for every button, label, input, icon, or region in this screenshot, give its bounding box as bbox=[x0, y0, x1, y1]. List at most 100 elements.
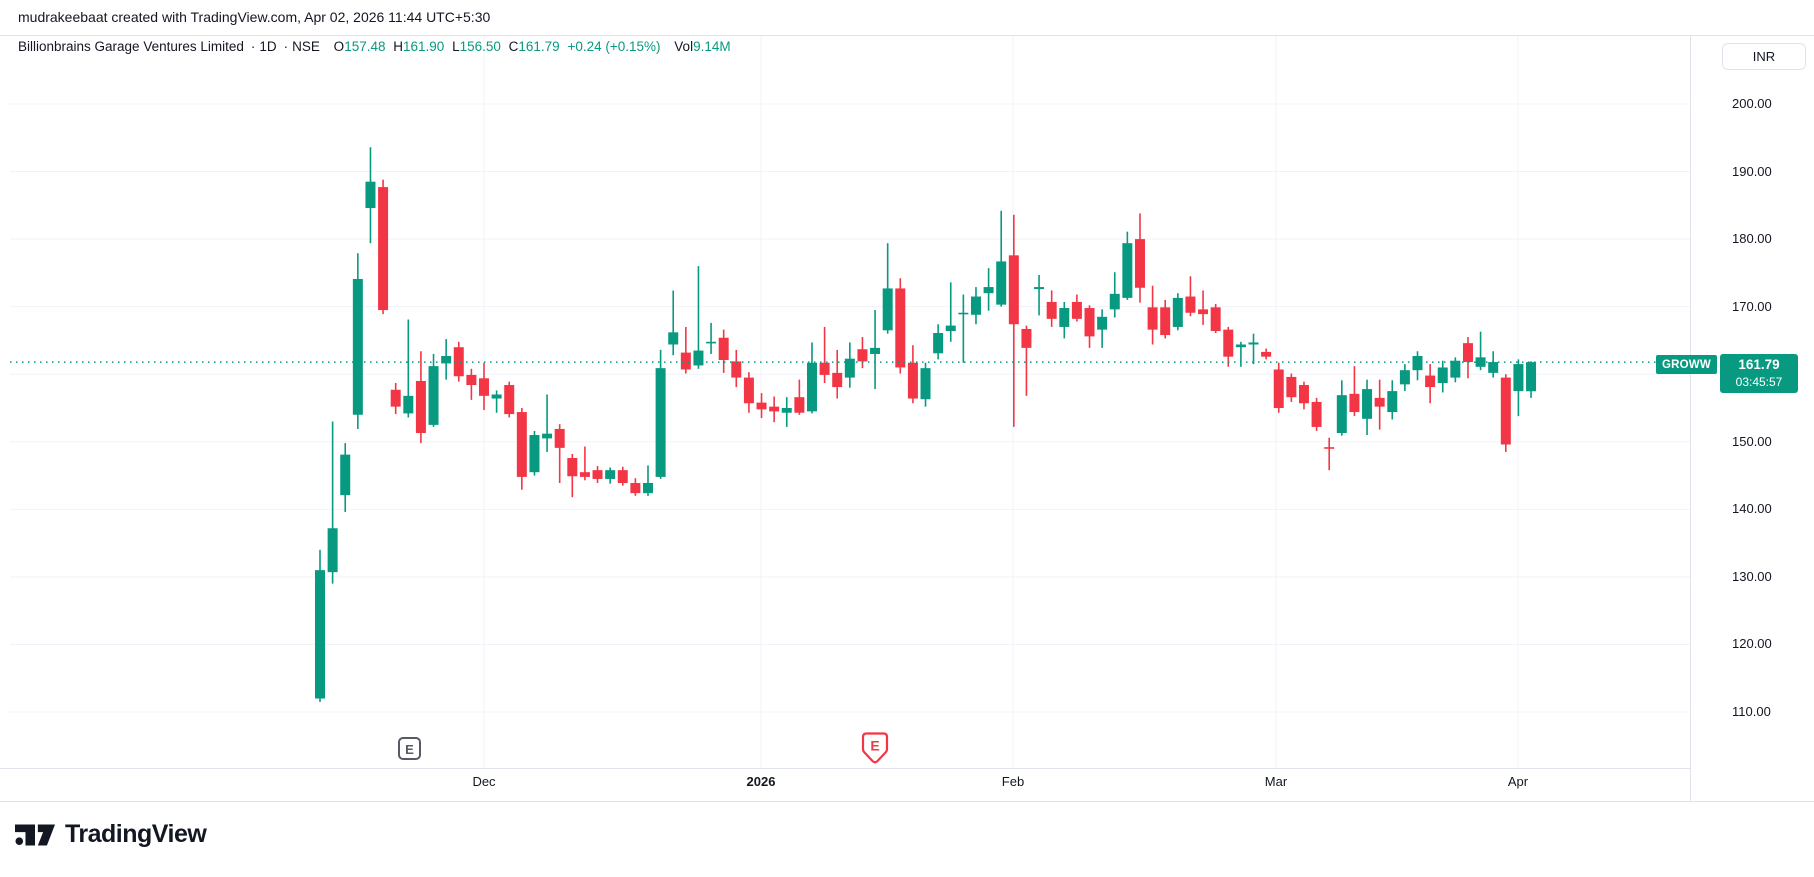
candle bbox=[1223, 329, 1234, 357]
candle bbox=[1286, 376, 1297, 398]
candle bbox=[933, 333, 944, 354]
candle bbox=[1324, 447, 1335, 449]
chart-bottom-border bbox=[0, 801, 1814, 802]
symbol-name[interactable]: Billionbrains Garage Ventures Limited bbox=[18, 39, 244, 54]
tradingview-logo[interactable]: TradingView bbox=[15, 820, 207, 849]
close-value: 161.79 bbox=[518, 39, 560, 54]
candle bbox=[769, 406, 780, 412]
candle bbox=[1008, 255, 1019, 325]
open-label: O bbox=[333, 39, 345, 54]
candle bbox=[327, 528, 338, 573]
candle bbox=[340, 454, 351, 496]
close-label: C bbox=[508, 39, 519, 54]
candle bbox=[668, 332, 679, 345]
candle bbox=[642, 482, 653, 494]
candle bbox=[832, 372, 843, 388]
candle bbox=[1172, 297, 1183, 327]
candle bbox=[1273, 369, 1284, 409]
candle bbox=[1248, 342, 1259, 345]
ticker-label: GROWW bbox=[1662, 358, 1711, 371]
exchange-label: NSE bbox=[292, 39, 320, 54]
candle bbox=[655, 368, 666, 477]
candle bbox=[554, 428, 565, 448]
candle bbox=[529, 435, 540, 473]
candle bbox=[1298, 385, 1309, 404]
time-tick-label: Apr bbox=[1507, 774, 1529, 789]
high-value: 161.90 bbox=[403, 39, 445, 54]
ticker-price-badge: GROWW bbox=[1656, 355, 1717, 374]
earnings-marker-icon[interactable]: E bbox=[398, 737, 421, 760]
candle bbox=[958, 312, 969, 315]
candle bbox=[1046, 301, 1057, 319]
candle bbox=[1210, 307, 1221, 331]
candle bbox=[403, 395, 414, 414]
time-tick-label: 2026 bbox=[746, 774, 776, 789]
currency-button[interactable]: INR bbox=[1722, 43, 1806, 70]
candle bbox=[466, 374, 477, 386]
candle bbox=[743, 377, 754, 404]
candle bbox=[844, 358, 855, 378]
candle bbox=[1374, 397, 1385, 407]
attribution-text: mudrakeebaat created with TradingView.co… bbox=[18, 9, 491, 25]
candle bbox=[478, 378, 489, 396]
candle bbox=[1122, 243, 1133, 298]
candle bbox=[970, 296, 981, 315]
candle bbox=[1160, 307, 1171, 336]
candle bbox=[516, 412, 527, 477]
time-tick-label: Feb bbox=[1001, 774, 1025, 789]
candle bbox=[567, 457, 578, 477]
svg-text:E: E bbox=[870, 738, 879, 754]
candle bbox=[920, 368, 931, 400]
candle bbox=[907, 362, 918, 399]
candle bbox=[1097, 316, 1108, 330]
candle bbox=[415, 380, 426, 433]
price-tick-label: 180.00 bbox=[1732, 231, 1772, 247]
time-tick-label: Dec bbox=[472, 774, 496, 789]
candle bbox=[882, 288, 893, 331]
candle bbox=[806, 362, 817, 412]
candle bbox=[693, 350, 704, 366]
change-value: +0.24 (+0.15%) bbox=[567, 39, 661, 54]
candle bbox=[1362, 389, 1373, 419]
price-tick-label: 140.00 bbox=[1732, 501, 1772, 517]
candle bbox=[579, 472, 590, 477]
candle bbox=[1526, 362, 1537, 392]
candle bbox=[706, 341, 717, 344]
earnings-upcoming-marker-icon[interactable]: E bbox=[861, 732, 889, 771]
candle bbox=[996, 261, 1007, 305]
price-tick-label: 150.00 bbox=[1732, 433, 1772, 449]
volume-value: 9.14M bbox=[693, 39, 731, 54]
candle bbox=[1412, 355, 1423, 371]
legend-separator: · bbox=[283, 39, 289, 54]
candle bbox=[1399, 370, 1410, 385]
candle bbox=[1185, 296, 1196, 313]
candle bbox=[781, 408, 792, 413]
candle bbox=[378, 187, 389, 311]
low-label: L bbox=[452, 39, 460, 54]
time-scale-border bbox=[0, 768, 1690, 769]
candle bbox=[945, 325, 956, 331]
price-tick-label: 200.00 bbox=[1732, 96, 1772, 111]
candle bbox=[1071, 301, 1082, 319]
candle bbox=[390, 389, 401, 407]
candle bbox=[1437, 367, 1448, 384]
open-value: 157.48 bbox=[344, 39, 386, 54]
candle bbox=[1450, 360, 1461, 378]
candle bbox=[491, 394, 502, 399]
price-tick-label: 170.00 bbox=[1732, 298, 1772, 314]
candle bbox=[1059, 308, 1070, 327]
candle bbox=[1261, 351, 1272, 357]
candle bbox=[630, 482, 641, 494]
candle bbox=[1147, 307, 1158, 330]
interval-label[interactable]: 1D bbox=[259, 39, 277, 54]
candle bbox=[592, 470, 603, 479]
candle bbox=[1488, 362, 1499, 373]
symbol-legend: Billionbrains Garage Ventures Limited · 1D… bbox=[18, 39, 735, 54]
tradingview-logo-icon bbox=[15, 824, 55, 845]
candle bbox=[718, 337, 729, 361]
candle bbox=[680, 352, 691, 370]
pane-top-border bbox=[0, 35, 1814, 36]
candle bbox=[1021, 328, 1032, 348]
